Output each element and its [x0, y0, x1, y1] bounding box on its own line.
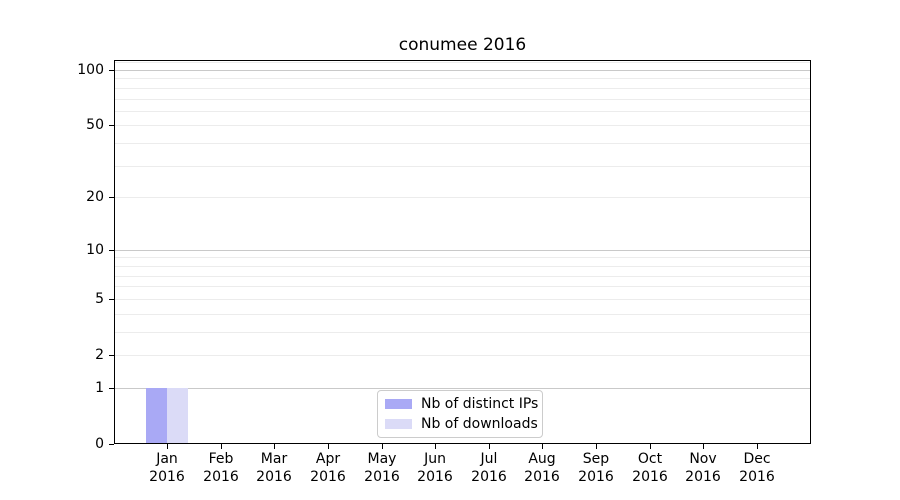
x-tick-label: Dec 2016	[725, 450, 789, 486]
x-tick-mark	[596, 444, 597, 449]
major-gridline	[115, 387, 810, 389]
x-tick-month: Feb	[208, 451, 234, 467]
y-tick-label: 10	[86, 242, 104, 258]
x-tick-label: Aug 2016	[510, 450, 574, 486]
x-tick-label: Mar 2016	[242, 450, 306, 486]
y-tick-mark	[109, 299, 114, 300]
minor-gridline	[115, 165, 810, 167]
major-gridline	[115, 70, 810, 71]
x-tick-mark	[167, 444, 168, 449]
minor-gridline	[115, 87, 810, 89]
minor-gridline	[115, 143, 810, 145]
y-tick-label: 5	[95, 291, 104, 307]
x-tick-year: 2016	[364, 469, 400, 485]
bar-nb-of-downloads	[167, 387, 188, 444]
x-tick-mark	[757, 444, 758, 449]
legend: Nb of distinct IPs Nb of downloads	[377, 390, 543, 438]
plot-area-border	[114, 60, 811, 444]
x-tick-month: Jan	[156, 451, 178, 467]
legend-label-downloads: Nb of downloads	[421, 415, 538, 432]
x-tick-mark	[703, 444, 704, 449]
x-tick-label: Nov 2016	[671, 450, 735, 486]
minor-gridline	[115, 78, 810, 80]
legend-item-downloads: Nb of downloads	[385, 416, 538, 432]
x-tick-mark	[542, 444, 543, 449]
x-tick-month: Mar	[260, 451, 288, 467]
minor-gridline	[115, 298, 810, 300]
minor-gridline	[115, 331, 810, 333]
legend-label-distinct-ips: Nb of distinct IPs	[421, 395, 539, 412]
x-tick-label: Apr 2016	[296, 450, 360, 486]
y-tick-label: 50	[86, 117, 104, 133]
x-tick-year: 2016	[578, 469, 614, 485]
legend-swatch-distinct-ips	[385, 399, 412, 409]
x-tick-year: 2016	[524, 469, 560, 485]
x-tick-year: 2016	[632, 469, 668, 485]
y-tick-label: 2	[95, 347, 104, 363]
y-tick-mark	[109, 444, 114, 445]
x-tick-month: Apr	[315, 451, 341, 467]
chart-title: conumee 2016	[398, 35, 527, 55]
minor-gridline	[115, 62, 810, 64]
minor-gridline	[115, 257, 810, 259]
y-tick-mark	[109, 355, 114, 356]
x-tick-mark	[435, 444, 436, 449]
minor-gridline	[115, 265, 810, 267]
minor-gridline	[115, 110, 810, 112]
x-tick-label: Jun 2016	[403, 450, 467, 486]
minor-gridline	[115, 197, 810, 199]
x-tick-label: Feb 2016	[189, 450, 253, 486]
x-tick-year: 2016	[310, 469, 346, 485]
x-tick-year: 2016	[417, 469, 453, 485]
x-tick-mark	[382, 444, 383, 449]
x-tick-label: Oct 2016	[618, 450, 682, 486]
x-tick-month: Nov	[689, 451, 717, 467]
x-tick-mark	[650, 444, 651, 449]
minor-gridline	[115, 355, 810, 356]
x-tick-mark	[221, 444, 222, 449]
x-tick-year: 2016	[739, 469, 775, 485]
x-tick-year: 2016	[471, 469, 507, 485]
x-tick-month: Jun	[424, 451, 446, 467]
y-tick-mark	[109, 125, 114, 126]
x-tick-month: Oct	[637, 451, 663, 467]
minor-gridline	[115, 286, 810, 288]
x-tick-mark	[274, 444, 275, 449]
x-tick-mark	[328, 444, 329, 449]
x-tick-mark	[489, 444, 490, 449]
x-tick-month: Jul	[480, 451, 498, 467]
legend-swatch-downloads	[385, 419, 412, 429]
y-tick-label: 1	[95, 380, 104, 396]
y-tick-mark	[109, 70, 114, 71]
x-tick-month: Sep	[582, 451, 610, 467]
x-tick-month: Dec	[743, 451, 771, 467]
x-tick-label: Jan 2016	[135, 450, 199, 486]
x-tick-year: 2016	[203, 469, 239, 485]
bar-nb-of-distinct-ips	[146, 387, 167, 444]
y-tick-label: 0	[95, 436, 104, 452]
x-tick-label: May 2016	[350, 450, 414, 486]
minor-gridline	[115, 313, 810, 315]
minor-gridline	[115, 125, 810, 127]
y-tick-mark	[109, 197, 114, 198]
y-tick-mark	[109, 388, 114, 389]
minor-gridline	[115, 98, 810, 100]
x-tick-year: 2016	[256, 469, 292, 485]
x-tick-label: Sep 2016	[564, 450, 628, 486]
y-tick-mark	[109, 250, 114, 251]
x-tick-month: May	[367, 451, 397, 467]
legend-item-distinct-ips: Nb of distinct IPs	[385, 396, 538, 412]
x-tick-label: Jul 2016	[457, 450, 521, 486]
major-gridline	[115, 249, 810, 251]
x-tick-month: Aug	[528, 451, 556, 467]
y-tick-label: 20	[86, 189, 104, 205]
x-tick-year: 2016	[149, 469, 185, 485]
x-tick-year: 2016	[685, 469, 721, 485]
minor-gridline	[115, 275, 810, 277]
y-tick-label: 100	[77, 62, 104, 78]
